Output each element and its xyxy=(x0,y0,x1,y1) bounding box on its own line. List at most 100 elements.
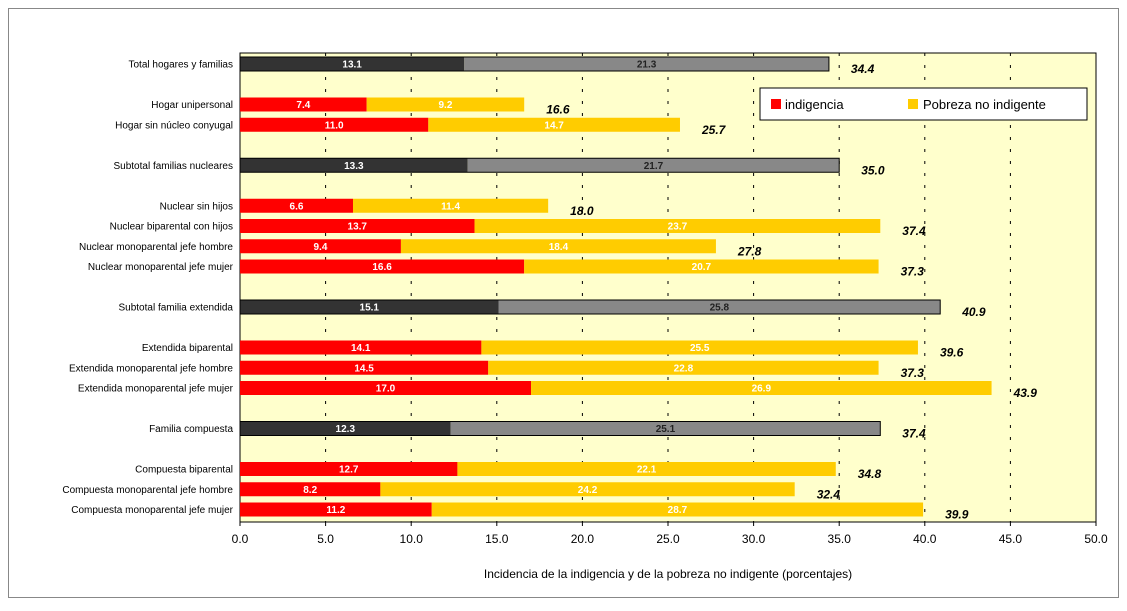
value-label-pobreza-15: 28.7 xyxy=(668,505,688,516)
bar-pobreza-14 xyxy=(380,482,795,497)
bar-indigencia-8 xyxy=(240,300,499,314)
x-tick-label-10: 50.0 xyxy=(1084,532,1108,546)
total-label-12: 37.4 xyxy=(902,427,926,441)
category-label-2: Hogar sin núcleo conyugal xyxy=(115,120,233,131)
bar-indigencia-14 xyxy=(240,482,381,497)
value-label-indigencia-11: 17.0 xyxy=(376,384,396,395)
legend-swatch-pobreza-no-indigente xyxy=(908,99,918,109)
bar-pobreza-7 xyxy=(524,259,879,274)
category-label-5: Nuclear biparental con hijos xyxy=(110,222,233,233)
bar-pobreza-6 xyxy=(400,239,716,254)
bar-pobreza-0 xyxy=(464,57,829,71)
total-label-0: 34.4 xyxy=(851,62,875,76)
value-label-pobreza-14: 24.2 xyxy=(578,485,598,496)
category-label-3: Subtotal familias nucleares xyxy=(113,161,233,172)
category-label-6: Nuclear monoparental jefe hombre xyxy=(79,242,233,253)
bar-indigencia-10 xyxy=(240,360,489,375)
total-label-15: 39.9 xyxy=(945,508,969,522)
value-label-indigencia-15: 11.2 xyxy=(326,505,345,516)
legend-box xyxy=(759,87,1088,121)
total-label-6: 27.8 xyxy=(737,244,762,258)
value-label-indigencia-0: 13.1 xyxy=(342,60,362,71)
bar-pobreza-2 xyxy=(428,117,680,132)
x-tick-label-9: 45.0 xyxy=(999,532,1023,546)
bar-pobreza-10 xyxy=(488,360,879,375)
value-label-indigencia-7: 16.6 xyxy=(372,262,392,273)
value-label-pobreza-3: 21.7 xyxy=(644,161,664,172)
legend-label-indigencia: indigencia xyxy=(785,97,844,112)
category-label-1: Hogar unipersonal xyxy=(151,100,233,111)
category-label-4: Nuclear sin hijos xyxy=(160,201,233,212)
total-label-8: 40.9 xyxy=(961,305,986,319)
bars xyxy=(239,56,992,517)
category-label-12: Familia compuesta xyxy=(149,424,233,435)
value-label-indigencia-6: 9.4 xyxy=(314,242,328,253)
x-tick-label-3: 15.0 xyxy=(485,532,509,546)
bar-indigencia-0 xyxy=(240,57,465,71)
value-label-indigencia-13: 12.7 xyxy=(339,465,359,476)
total-label-13: 34.8 xyxy=(858,467,882,481)
category-label-13: Compuesta biparental xyxy=(135,465,233,476)
bar-pobreza-13 xyxy=(457,462,836,476)
bar-indigencia-11 xyxy=(240,381,532,395)
value-label-indigencia-12: 12.3 xyxy=(336,424,356,435)
value-label-indigencia-8: 15.1 xyxy=(360,303,380,314)
value-label-indigencia-14: 8.2 xyxy=(303,485,317,496)
value-label-pobreza-10: 22.8 xyxy=(674,363,694,374)
category-label-9: Extendida biparental xyxy=(142,343,233,354)
category-label-7: Nuclear monoparental jefe mujer xyxy=(88,262,234,273)
category-label-0: Total hogares y familias xyxy=(129,60,234,71)
value-label-pobreza-11: 26.9 xyxy=(752,384,772,395)
bar-indigencia-9 xyxy=(240,340,482,355)
value-label-pobreza-6: 18.4 xyxy=(549,242,569,253)
value-label-pobreza-7: 20.7 xyxy=(692,262,712,273)
x-tick-label-6: 30.0 xyxy=(742,532,766,546)
value-label-pobreza-9: 25.5 xyxy=(690,343,710,354)
legend-swatch-indigencia xyxy=(771,99,781,109)
total-label-9: 39.6 xyxy=(940,346,964,360)
total-label-11: 43.9 xyxy=(1013,386,1038,400)
bar-indigencia-2 xyxy=(240,117,429,132)
bar-outline-8 xyxy=(239,299,941,315)
category-label-10: Extendida monoparental jefe hombre xyxy=(69,363,233,374)
value-label-pobreza-13: 22.1 xyxy=(637,465,657,476)
bar-indigencia-7 xyxy=(240,259,525,274)
bar-indigencia-4 xyxy=(240,198,353,213)
bar-indigencia-12 xyxy=(240,421,451,436)
value-label-pobreza-1: 9.2 xyxy=(438,100,452,111)
bar-pobreza-11 xyxy=(531,381,992,395)
value-label-pobreza-12: 25.1 xyxy=(656,424,676,435)
bar-pobreza-4 xyxy=(352,198,549,213)
bar-pobreza-3 xyxy=(467,158,840,173)
bar-indigencia-3 xyxy=(240,158,468,173)
value-label-pobreza-5: 23.7 xyxy=(668,222,688,233)
category-label-14: Compuesta monoparental jefe hombre xyxy=(62,485,233,496)
bar-pobreza-12 xyxy=(450,421,881,436)
total-label-3: 35.0 xyxy=(861,163,885,177)
value-label-pobreza-0: 21.3 xyxy=(637,60,657,71)
value-label-indigencia-3: 13.3 xyxy=(344,161,364,172)
value-label-pobreza-8: 25.8 xyxy=(710,303,730,314)
total-label-14: 32.4 xyxy=(817,487,841,501)
total-label-10: 37.3 xyxy=(901,366,925,380)
x-axis-title: Incidencia de la indigencia y de la pobr… xyxy=(484,567,852,581)
bar-outline-0 xyxy=(239,56,830,72)
x-axis: 0.0 5.0 10.0 15.0 20.0 25.0 30.0 35.0 40.0 45.0 50… xyxy=(232,522,1108,546)
bar-outline-12 xyxy=(239,421,881,436)
total-label-5: 37.4 xyxy=(902,224,926,238)
x-tick-label-8: 40.0 xyxy=(913,532,937,546)
value-label-pobreza-4: 11.4 xyxy=(441,201,460,212)
bar-pobreza-5 xyxy=(474,219,881,233)
value-label-indigencia-10: 14.5 xyxy=(354,363,374,374)
category-label-15: Compuesta monoparental jefe mujer xyxy=(71,505,233,516)
x-tick-label-5: 25.0 xyxy=(656,532,680,546)
category-label-11: Extendida monoparental jefe mujer xyxy=(78,384,234,395)
bar-indigencia-1 xyxy=(240,97,367,112)
total-label-4: 18.0 xyxy=(570,204,594,218)
bar-indigencia-5 xyxy=(240,219,475,233)
bar-pobreza-9 xyxy=(481,340,918,355)
category-label-8: Subtotal familia extendida xyxy=(118,303,233,314)
x-tick-label-1: 5.0 xyxy=(317,532,334,546)
